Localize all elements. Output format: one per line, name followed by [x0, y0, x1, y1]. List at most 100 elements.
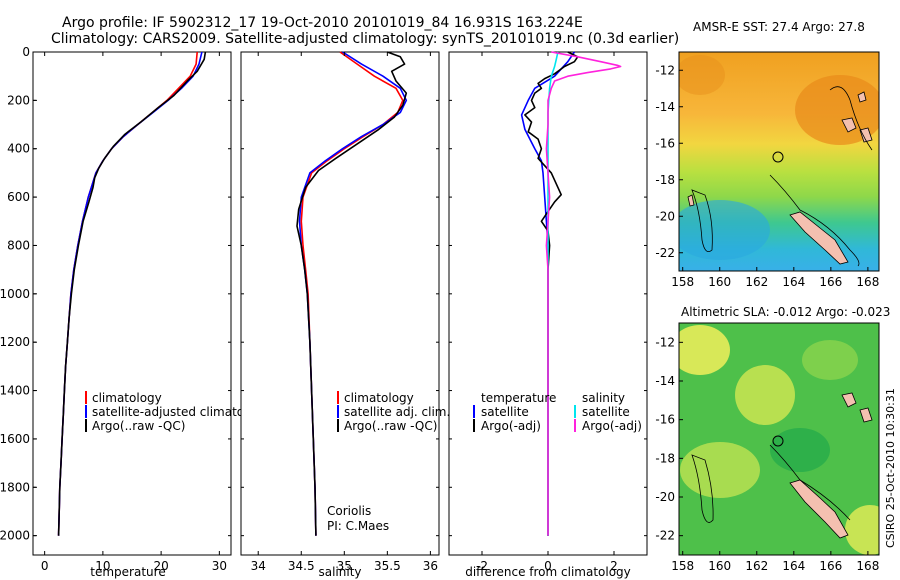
side-timestamp: CSIRO 25-Oct-2010 10:30:31: [884, 388, 897, 548]
x-tick-label: 0: [544, 559, 552, 573]
y-tick-label: 1600: [0, 432, 30, 446]
salinity-legend: climatology satellite adj. clim. Argo(..…: [337, 391, 450, 433]
y-tick-label: 800: [7, 238, 30, 252]
map-y-tick-label: -12: [655, 63, 675, 77]
y-tick-label: 2000: [0, 529, 30, 543]
difference-xticks: -2 0 2: [476, 52, 618, 573]
map-y-tick-label: -14: [655, 100, 675, 114]
chesterfield-islands: [687, 194, 695, 207]
legend-label-satellite-adj: satellite adj. clim.: [344, 405, 450, 419]
sst-map-xticks: 158 160 162 164 166 168: [671, 267, 879, 289]
map-x-tick-label: 168: [856, 559, 879, 573]
sla-map-title: Altimetric SLA: -0.012 Argo: -0.023: [681, 305, 890, 319]
salinity-xlabel: salinity: [318, 565, 361, 579]
map-y-tick-label: -20: [655, 209, 675, 223]
temperature-legend: climatology satellite-adjusted climatolo…: [85, 391, 270, 433]
legend-label-climatology: climatology: [344, 391, 414, 405]
x-tick-label: 35: [337, 559, 352, 573]
map-y-tick-label: -22: [655, 529, 675, 543]
temperature-xticks: 0 10 20 30: [41, 52, 227, 573]
x-tick-label: 36: [423, 559, 438, 573]
map-x-tick-label: 162: [745, 559, 768, 573]
sst-map-panel: AMSR-E SST: 27.4 Argo: 27.8 158 160 162 164…: [655, 20, 880, 289]
depth-yticks: 0 200 400 600 800 1000 1200 1400 1600 1800 2000: [0, 45, 37, 543]
temperature-xlabel: temperature: [90, 565, 165, 579]
credit-line-2: PI: C.Maes: [327, 519, 389, 533]
x-tick-label: 0: [41, 559, 49, 573]
map-y-tick-label: -16: [655, 136, 675, 150]
argo-position-marker: [772, 151, 784, 163]
bathymetry-contour: [691, 454, 714, 523]
x-tick-label: 35.5: [374, 559, 401, 573]
sst-map-yticks: -12 -14 -16 -18 -20 -22: [655, 63, 683, 260]
difference-panel: -2 0 2 difference from climatology tempera…: [448, 51, 648, 579]
sla-anomaly-patch: [770, 428, 830, 472]
y-tick-label: 400: [7, 142, 30, 156]
y-tick-label: 1200: [0, 335, 30, 349]
sla-map-xticks: 158 160 162 164 166 168: [671, 551, 879, 573]
argo-position-marker: [772, 435, 784, 447]
map-y-tick-label: -18: [655, 451, 675, 465]
title-line-1: Argo profile: IF 5902312_17 19-Oct-2010 …: [62, 15, 583, 31]
legend-heading-salinity: salinity: [582, 391, 625, 405]
sla-anomaly-patch: [679, 325, 730, 375]
bathymetry-contour: [769, 174, 860, 267]
map-x-tick-label: 158: [671, 559, 694, 573]
bathymetry-contour: [829, 86, 873, 151]
sst-warm-patch: [679, 55, 725, 95]
new-caledonia-island: [789, 479, 849, 539]
salinity-xticks: 34 34.5 35 35.5 36: [251, 52, 438, 573]
map-y-tick-label: -20: [655, 490, 675, 504]
difference-legend: temperature satellite Argo(-adj) salinit…: [473, 391, 642, 433]
x-tick-label: 10: [95, 559, 110, 573]
sst-map-title: AMSR-E SST: 27.4 Argo: 27.8: [693, 20, 865, 34]
new-caledonia-island: [789, 211, 849, 265]
temperature-series: [33, 51, 231, 537]
y-tick-label: 1800: [0, 480, 30, 494]
legend-label-temp-satellite: satellite: [481, 405, 529, 419]
difference-xlabel: difference from climatology: [465, 565, 631, 579]
bathymetry-contour: [691, 189, 713, 253]
sla-map-frame: [678, 322, 880, 556]
map-y-tick-label: -16: [655, 413, 675, 427]
x-tick-label: 34: [251, 559, 266, 573]
legend-label-satellite-adjusted: satellite-adjusted climatology: [92, 405, 270, 419]
sla-anomaly-patch: [802, 340, 858, 380]
sla-anomaly-patch: [845, 505, 879, 555]
sla-map-yticks: -12 -14 -16 -18 -20 -22: [655, 335, 683, 543]
map-y-tick-label: -14: [655, 374, 675, 388]
map-x-tick-label: 164: [782, 559, 805, 573]
y-tick-label: 1000: [0, 287, 30, 301]
series-line-temperature-argo-adj: [524, 51, 579, 536]
salinity-axes-box: [240, 51, 440, 556]
x-tick-label: 34.5: [288, 559, 315, 573]
temperature-axes-box: [32, 51, 232, 556]
map-y-tick-label: -22: [655, 246, 675, 260]
map-x-tick-label: 168: [856, 275, 879, 289]
y-tick-label: 600: [7, 190, 30, 204]
legend-label-argo: Argo(..raw -QC): [92, 419, 185, 433]
sst-cool-patch: [679, 200, 770, 260]
temperature-panel: 0 10 20 30 0 200 400 600 800 1000 1200 1400 1600 180…: [0, 45, 270, 579]
map-y-tick-label: -12: [655, 335, 675, 349]
x-tick-label: -2: [476, 559, 488, 573]
vanuatu-islands: [841, 91, 873, 143]
map-x-tick-label: 158: [671, 275, 694, 289]
legend-label-argo: Argo(..raw -QC): [344, 419, 437, 433]
map-y-tick-label: -18: [655, 173, 675, 187]
series-line-argo-raw-qc: [57, 51, 207, 536]
sst-map-field: [679, 52, 879, 271]
legend-label-sal-argo: Argo(-adj): [582, 419, 642, 433]
x-tick-label: 30: [212, 559, 227, 573]
salinity-panel: 34 34.5 35 35.5 36 salinity climatology sate…: [240, 51, 450, 579]
y-tick-label: 0: [22, 45, 30, 59]
y-tick-label: 1400: [0, 384, 30, 398]
sla-map-field: [679, 323, 879, 555]
vanuatu-islands: [841, 392, 873, 423]
legend-label-temp-argo: Argo(-adj): [481, 419, 541, 433]
sla-anomaly-patch: [680, 442, 760, 498]
series-line-salinity-argo-adj: [545, 51, 622, 536]
title-line-2: Climatology: CARS2009. Satellite-adjuste…: [51, 31, 679, 47]
salinity-series: [241, 51, 439, 537]
